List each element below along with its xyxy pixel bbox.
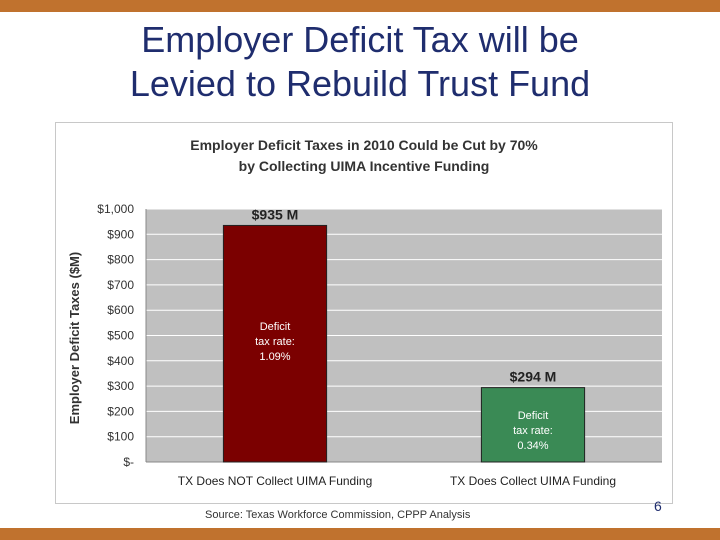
bar-annotation: Deficit [260, 321, 291, 333]
y-tick-label: $400 [107, 354, 134, 368]
y-tick-label: $100 [107, 430, 134, 444]
y-tick-label: $1,000 [97, 202, 134, 216]
bar-annotation: 1.09% [259, 351, 290, 363]
top-accent-band [0, 0, 720, 12]
source-note: Source: Texas Workforce Commission, CPPP… [205, 509, 471, 521]
chart-title-line-1: Employer Deficit Taxes in 2010 Could be … [190, 137, 538, 153]
y-tick-label: $700 [107, 278, 134, 292]
bar-annotation: tax rate: [255, 336, 295, 348]
x-tick-label: TX Does Collect UIMA Funding [450, 474, 616, 488]
bar [480, 387, 586, 463]
chart-title: Employer Deficit Taxes in 2010 Could be … [80, 135, 648, 177]
y-tick-label: $- [123, 455, 134, 469]
bottom-accent-band [0, 528, 720, 540]
slide-title: Employer Deficit Tax will be Levied to R… [0, 18, 720, 106]
y-tick-label: $600 [107, 303, 134, 317]
data-label: $294 M [510, 369, 557, 385]
bar-annotation: Deficit [518, 410, 549, 422]
bar [222, 224, 328, 463]
y-tick-label: $500 [107, 329, 134, 343]
y-tick-label: $200 [107, 404, 134, 418]
y-tick-label: $300 [107, 379, 134, 393]
data-label: $935 M [252, 206, 299, 222]
chart-title-line-2: by Collecting UIMA Incentive Funding [238, 158, 490, 174]
bar-annotation: tax rate: [513, 425, 553, 437]
y-tick-label: $800 [107, 253, 134, 267]
page-number: 6 [654, 498, 662, 514]
x-tick-label: TX Does NOT Collect UIMA Funding [178, 474, 373, 488]
slide-title-line-2: Levied to Rebuild Trust Fund [129, 63, 591, 104]
slide-title-line-1: Employer Deficit Tax will be [141, 19, 579, 60]
bar-annotation: 0.34% [517, 440, 548, 452]
y-tick-label: $900 [107, 227, 134, 241]
